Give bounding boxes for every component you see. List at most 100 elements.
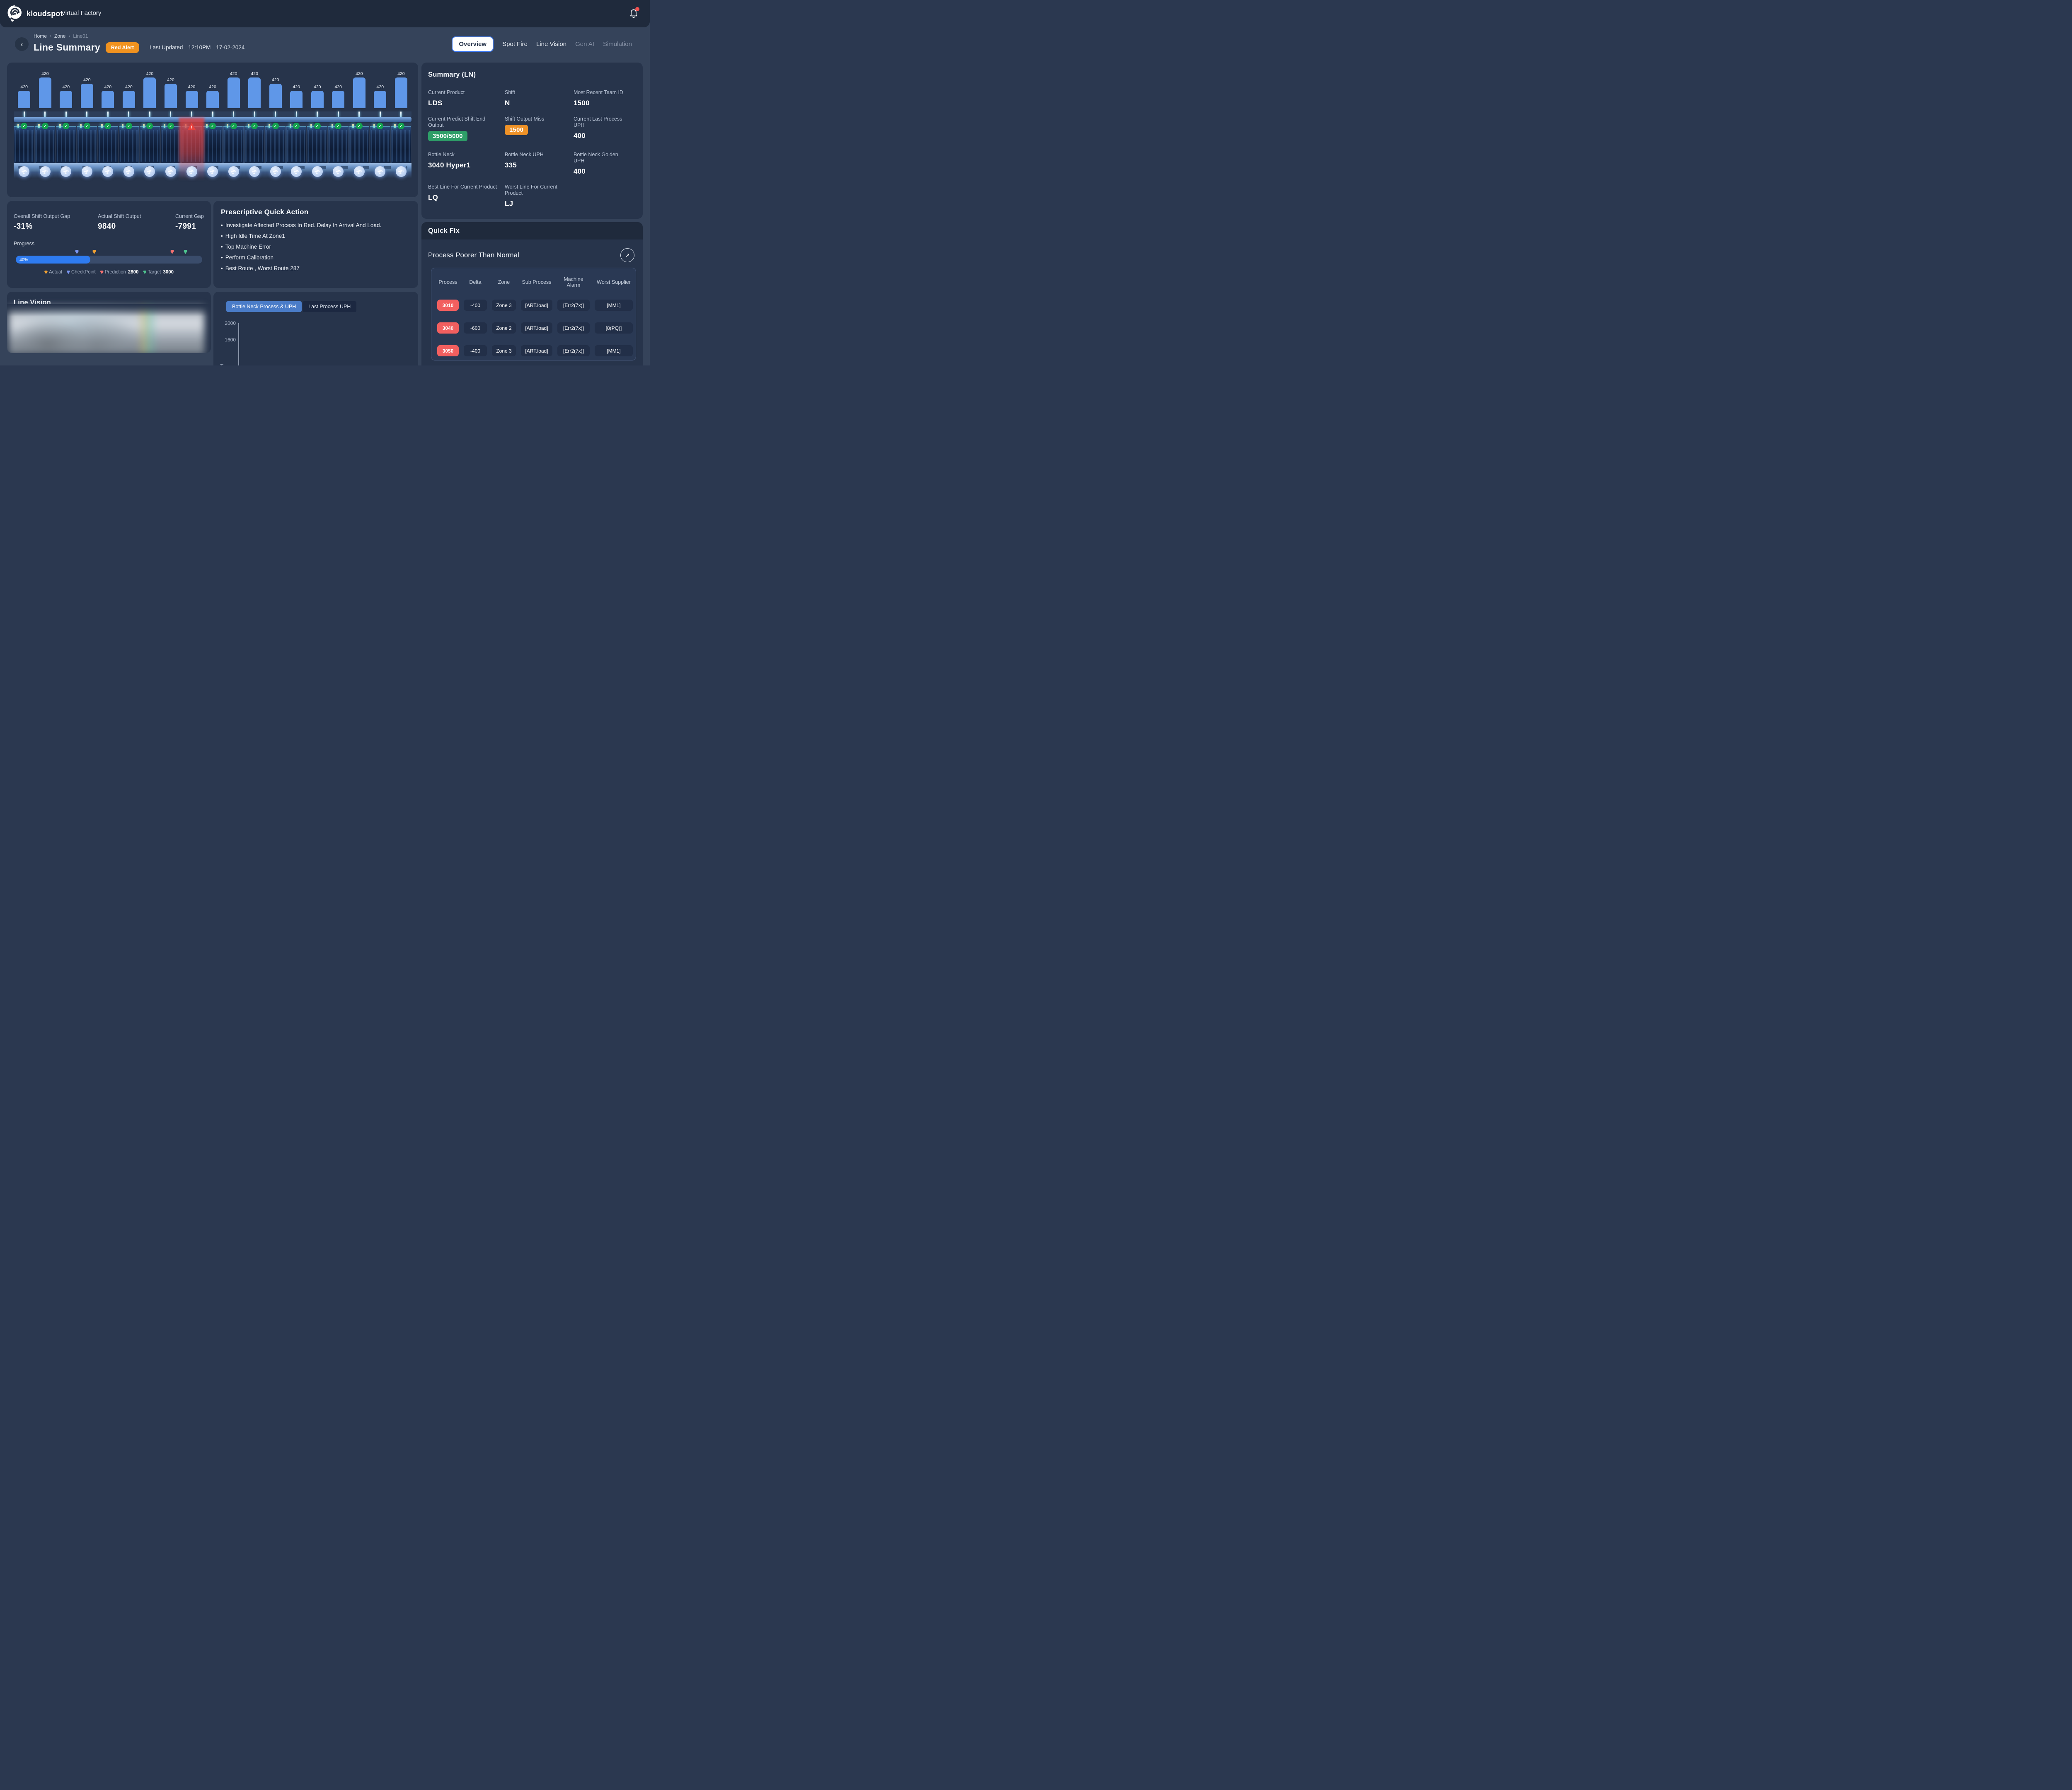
output-bar xyxy=(143,77,156,108)
signal-pole xyxy=(128,111,130,117)
column-header-machine-alarm: Machine Alarm xyxy=(564,276,583,288)
y-axis-label: UPH xyxy=(220,363,225,365)
camera-column xyxy=(160,166,182,178)
machine-alert-icon: ! xyxy=(188,123,196,130)
output-bar xyxy=(164,84,177,108)
signal-pole xyxy=(400,111,402,117)
machine-ok-check-icon: ✓ xyxy=(335,123,342,129)
machine-camera-icon[interactable] xyxy=(207,166,218,177)
camera-column xyxy=(202,166,223,178)
back-button[interactable]: ‹ xyxy=(15,37,29,51)
pole-column xyxy=(349,111,370,118)
tab-simulation[interactable]: Simulation xyxy=(603,40,632,48)
machine-ok-check-icon: ✓ xyxy=(104,123,111,129)
output-bar xyxy=(80,84,93,108)
breadcrumb-item-zone[interactable]: Zone xyxy=(54,33,66,39)
bar-value-label: 420 xyxy=(41,71,49,76)
machine-camera-icon[interactable] xyxy=(19,166,30,177)
table-row[interactable]: 3040 -600 Zone 2 [ART.load] [Err2(7x)] [8(PQ)… xyxy=(437,322,633,334)
summary-field-value: N xyxy=(505,99,510,107)
machine-camera-icon[interactable] xyxy=(81,166,92,177)
machine-ok-check-icon: ✓ xyxy=(230,123,237,129)
table-row[interactable]: 3050 -400 Zone 3 [ART.load] [Err2(7x)] [MM1] xyxy=(437,345,633,356)
toggle-last-process-uph[interactable]: Last Process UPH xyxy=(303,301,357,312)
machine-camera-icon[interactable] xyxy=(144,166,155,177)
table-row[interactable]: 3010 -400 Zone 3 [ART.load] [Err2(7x)] [MM1] xyxy=(437,300,633,311)
output-bar xyxy=(185,91,198,108)
summary-field-value: LJ xyxy=(505,200,513,208)
bar-column: 420 xyxy=(97,67,119,108)
machine-camera-icon[interactable] xyxy=(395,166,407,177)
camera-column xyxy=(349,166,370,178)
breadcrumb-item-home[interactable]: Home xyxy=(34,33,47,39)
signal-pole xyxy=(233,111,235,117)
machine-body xyxy=(307,124,327,163)
machine-2: ✓ xyxy=(35,122,56,163)
tab-spot-fire[interactable]: Spot Fire xyxy=(502,40,528,48)
tab-line-vision[interactable]: Line Vision xyxy=(536,40,567,48)
machine-camera-icon[interactable] xyxy=(249,166,260,177)
toggle-bottle-neck-process-uph[interactable]: Bottle Neck Process & UPH xyxy=(226,301,302,312)
output-bar xyxy=(102,91,114,108)
machine-12: ✓ xyxy=(244,122,265,163)
machine-ok-check-icon: ✓ xyxy=(146,123,153,129)
machine-ok-check-icon: ✓ xyxy=(293,123,300,129)
tab-gen-ai[interactable]: Gen AI xyxy=(575,40,594,48)
machine-body xyxy=(391,124,411,163)
notifications-bell-icon[interactable] xyxy=(628,7,640,19)
machine-camera-icon[interactable] xyxy=(291,166,302,177)
output-bar xyxy=(227,77,240,108)
signal-pole xyxy=(23,111,25,117)
progress-fill: 40% xyxy=(16,256,90,264)
machine-camera-icon[interactable] xyxy=(165,166,176,177)
machine-camera-icon[interactable] xyxy=(186,166,197,177)
table-cell: Zone 2 xyxy=(492,322,516,334)
machines-row: ✓ ✓ ✓ ✓ ✓ ✓ ✓ ✓! ✓ ✓ ✓ ✓ ✓ ✓ ✓ ✓ ✓ ✓ xyxy=(14,122,411,163)
machine-8: ✓ xyxy=(160,122,182,163)
machine-camera-icon[interactable] xyxy=(102,166,114,177)
output-bar xyxy=(122,91,135,108)
machine-camera-icon[interactable] xyxy=(123,166,134,177)
summary-field-most-recent-team-id: Most Recent Team ID 1500 xyxy=(574,90,636,116)
camera-column xyxy=(97,166,119,178)
machine-camera-icon[interactable] xyxy=(312,166,323,177)
bar-column: 420 xyxy=(244,67,265,108)
pole-column xyxy=(181,111,202,118)
progress-bar: 40% xyxy=(16,256,202,264)
legend-marker-icon xyxy=(143,270,147,274)
red-alert-badge: Red Alert xyxy=(105,42,140,53)
bar-column: 420 xyxy=(328,67,349,108)
machine-camera-icon[interactable] xyxy=(39,166,51,177)
bar-value-label: 420 xyxy=(334,85,342,90)
prescriptive-item: Investigate Affected Process In Red. Del… xyxy=(221,220,411,231)
machine-camera-icon[interactable] xyxy=(228,166,239,177)
output-bar xyxy=(395,77,407,108)
signal-pole xyxy=(358,111,360,117)
machine-body xyxy=(223,124,244,163)
stat-current-gap: Current Gap -7991 xyxy=(175,213,204,231)
expand-arrow-button[interactable]: ↗ xyxy=(620,248,634,262)
bar-value-label: 420 xyxy=(397,71,405,76)
pole-column xyxy=(391,111,412,118)
summary-field-label: Most Recent Team ID xyxy=(574,90,623,95)
bar-value-label: 420 xyxy=(104,85,112,90)
machine-camera-icon[interactable] xyxy=(333,166,344,177)
pole-column xyxy=(223,111,244,118)
machine-camera-icon[interactable] xyxy=(353,166,365,177)
signal-pole xyxy=(275,111,276,117)
pole-column xyxy=(370,111,391,118)
quick-fix-header: Quick Fix xyxy=(421,222,643,239)
machine-ok-check-icon: ✓ xyxy=(41,123,48,129)
tab-overview[interactable]: Overview xyxy=(452,36,494,52)
bar-column: 420 xyxy=(35,67,56,108)
bar-value-label: 420 xyxy=(230,71,237,76)
machine-ok-check-icon: ✓ xyxy=(272,123,279,129)
stat-label: Overall Shift Output Gap xyxy=(14,213,70,219)
machine-camera-icon[interactable] xyxy=(61,166,72,177)
table-cell: [ART.load] xyxy=(521,345,552,356)
progress-legend: Actual CheckPoint Prediction 2800 Target 3000 xyxy=(7,270,211,275)
machine-camera-icon[interactable] xyxy=(375,166,386,177)
table-cell: [Err2(7x)] xyxy=(557,322,590,334)
machine-camera-icon[interactable] xyxy=(270,166,281,177)
machine-body xyxy=(140,124,160,163)
